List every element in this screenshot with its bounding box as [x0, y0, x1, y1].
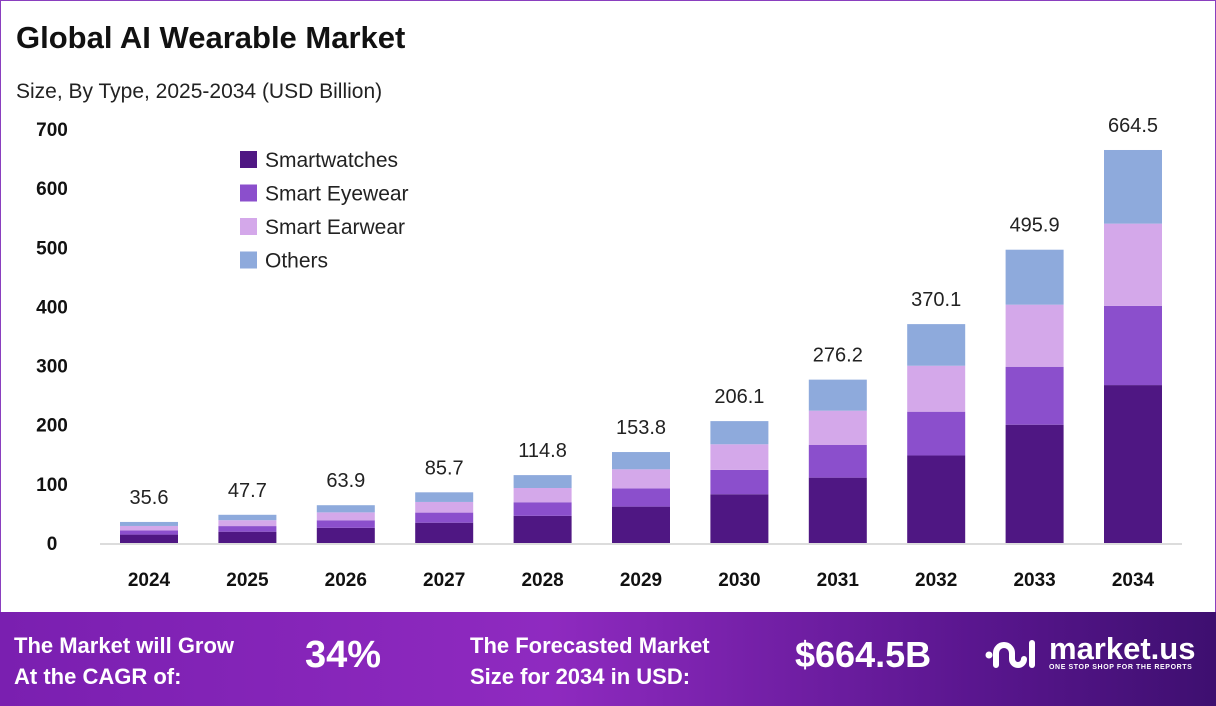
- y-tick-label: 0: [47, 534, 58, 555]
- bar-segment-smartwatches: [415, 522, 474, 543]
- y-tick-label: 400: [36, 297, 68, 318]
- bar-segment-smart-eyewear: [907, 411, 966, 456]
- legend-label: Others: [265, 250, 328, 273]
- x-tick-label: 2028: [521, 570, 563, 591]
- total-label: 664.5: [1108, 115, 1158, 137]
- y-tick-label: 700: [36, 120, 68, 141]
- bar-segment-others: [415, 492, 474, 502]
- x-tick-label: 2027: [423, 570, 465, 591]
- cagr-label-line2: At the CAGR of:: [14, 664, 182, 689]
- bar-segment-smartwatches: [1104, 385, 1162, 543]
- bar-segment-others: [218, 514, 277, 521]
- total-label: 206.1: [714, 386, 764, 408]
- bar-segment-smart-earwear: [710, 444, 769, 470]
- chart-title: Global AI Wearable Market: [16, 20, 406, 55]
- bar-segment-smartwatches: [218, 531, 277, 543]
- market-us-logo: market.us ONE STOP SHOP FOR THE REPORTS: [985, 631, 1196, 671]
- bar-segment-smartwatches: [612, 506, 670, 543]
- bar-segment-smart-eyewear: [415, 512, 474, 523]
- total-label: 276.2: [813, 345, 863, 367]
- footer-banner: The Market will Grow At the CAGR of: 34% …: [0, 612, 1216, 706]
- bar-segment-smartwatches: [907, 455, 966, 543]
- bar-segment-smartwatches: [120, 534, 178, 543]
- x-tick-label: 2025: [226, 570, 269, 591]
- bar-segment-smart-earwear: [218, 520, 277, 527]
- total-label: 495.9: [1010, 215, 1060, 237]
- cagr-value: 34%: [305, 634, 382, 676]
- total-label: 85.7: [425, 457, 464, 479]
- y-tick-label: 500: [36, 238, 68, 259]
- forecast-label: The Forecasted Market Size for 2034 in US…: [470, 630, 770, 692]
- legend-swatch: [240, 151, 257, 168]
- x-tick-label: 2029: [620, 570, 662, 591]
- bar-segment-smart-earwear: [415, 501, 474, 513]
- bar-segment-others: [1005, 249, 1064, 305]
- bar-segment-smart-eyewear: [1104, 305, 1162, 386]
- legend-swatch: [240, 218, 257, 235]
- bar-segment-smart-earwear: [612, 469, 670, 489]
- legend-swatch: [240, 184, 257, 202]
- cagr-label: The Market will Grow At the CAGR of:: [14, 630, 284, 692]
- total-label: 47.7: [228, 480, 267, 502]
- chart-subtitle: Size, By Type, 2025-2034 (USD Billion): [16, 80, 383, 103]
- total-label: 63.9: [326, 470, 365, 492]
- legend-label: Smartwatches: [265, 149, 398, 172]
- total-label: 370.1: [911, 289, 961, 311]
- x-tick-label: 2034: [1112, 570, 1155, 591]
- forecast-label-line1: The Forecasted Market: [470, 633, 710, 658]
- bar-segment-others: [710, 421, 769, 445]
- bar-segment-smart-earwear: [1104, 223, 1162, 306]
- bar-segment-smart-eyewear: [316, 520, 375, 528]
- x-tick-label: 2024: [128, 570, 171, 591]
- forecast-value: $664.5B: [795, 634, 932, 675]
- forecast-label-line2: Size for 2034 in USD:: [470, 664, 691, 689]
- total-label: 35.6: [130, 487, 169, 509]
- bar-segment-others: [513, 475, 572, 488]
- bar-segment-smart-eyewear: [120, 530, 178, 535]
- bar-segment-others: [808, 379, 867, 411]
- logo-icon: [985, 639, 1035, 668]
- bar-segment-smart-eyewear: [808, 445, 867, 478]
- bar-segment-smartwatches: [1005, 424, 1064, 543]
- logo-tagline: ONE STOP SHOP FOR THE REPORTS: [1049, 664, 1193, 671]
- bar-segment-smart-earwear: [907, 365, 966, 412]
- legend-label: Smart Earwear: [265, 216, 405, 239]
- bar-segment-smart-eyewear: [710, 469, 769, 495]
- bar-segment-smartwatches: [513, 515, 572, 543]
- y-tick-label: 300: [36, 357, 68, 378]
- bar-segment-smart-earwear: [808, 410, 867, 446]
- total-label: 153.8: [616, 417, 666, 439]
- y-tick-label: 100: [36, 475, 68, 496]
- x-tick-label: 2026: [325, 570, 367, 591]
- x-tick-label: 2033: [1013, 570, 1055, 591]
- bar-segment-smart-earwear: [513, 487, 572, 503]
- legend-label: Smart Eyewear: [265, 183, 409, 206]
- legend-swatch: [240, 251, 257, 269]
- cagr-label-line1: The Market will Grow: [14, 633, 235, 658]
- bar-segment-smartwatches: [808, 477, 867, 543]
- bar-segment-others: [612, 452, 670, 470]
- y-tick-label: 600: [36, 179, 68, 200]
- bar-segment-smartwatches: [316, 527, 375, 543]
- bar-segment-smart-eyewear: [218, 526, 277, 532]
- bar-segment-others: [120, 521, 178, 526]
- bar-segment-smart-eyewear: [612, 488, 670, 507]
- y-tick-label: 200: [36, 416, 68, 437]
- total-label: 114.8: [518, 440, 567, 462]
- bar-segment-smart-earwear: [1005, 304, 1064, 367]
- bar-segment-smart-eyewear: [513, 502, 572, 516]
- bar-segment-others: [1104, 149, 1162, 224]
- x-tick-label: 2031: [817, 570, 860, 591]
- bar-segment-others: [316, 505, 375, 513]
- bar-segment-smart-eyewear: [1005, 366, 1064, 425]
- chart: 0 100 200 300 400 500 600 700 35.6 2024 47.7 2025 63…: [36, 115, 1182, 591]
- logo-text: market.us: [1049, 631, 1196, 666]
- bar-segment-smart-earwear: [120, 525, 178, 531]
- bar-segment-smartwatches: [710, 494, 769, 543]
- x-tick-label: 2032: [915, 570, 957, 591]
- bar-segment-smart-earwear: [316, 512, 375, 521]
- bar-segment-others: [907, 324, 966, 366]
- x-tick-label: 2030: [718, 570, 760, 591]
